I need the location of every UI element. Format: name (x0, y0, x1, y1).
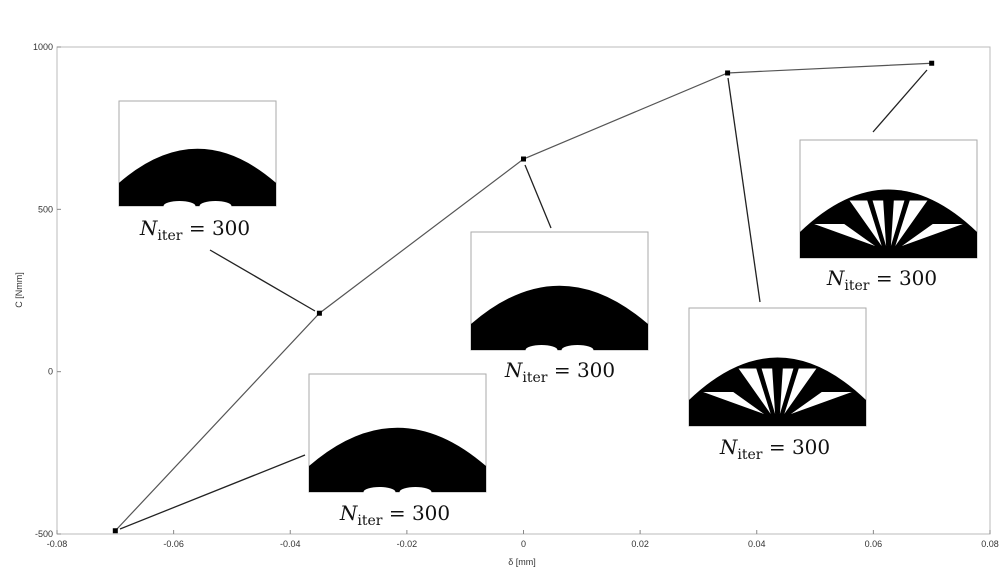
leader-line (210, 250, 315, 311)
annotation: Niter = 300 (504, 358, 615, 386)
chart: δ [mm] C [Nmm] -0.08 -0.06 -0.04 -0.02 0 0.02… (0, 0, 1003, 577)
leader-line (120, 455, 305, 529)
annotation-subscript: iter (357, 513, 382, 529)
annotation-subscript: iter (157, 228, 182, 244)
annotation-suffix: = 300 (182, 216, 250, 240)
annotation: Niter = 300 (719, 435, 830, 463)
leader-line (873, 70, 927, 132)
annotation-suffix: = 300 (762, 435, 830, 459)
inset-hole (562, 345, 594, 355)
x-tick-label: 0.06 (865, 539, 883, 549)
y-tick-label: 500 (38, 204, 53, 214)
data-point (929, 61, 934, 66)
annotation-suffix: = 300 (869, 266, 937, 290)
data-point (521, 157, 526, 162)
annotation: Niter = 300 (339, 501, 450, 529)
leader-line (728, 78, 760, 302)
inset-hole (526, 345, 558, 355)
x-tick-label: -0.06 (163, 539, 184, 549)
data-point (725, 70, 730, 75)
y-tick-label: 0 (48, 367, 53, 377)
annotation-main: N (339, 501, 359, 525)
y-tick-label: -500 (35, 529, 53, 539)
x-tick-label: -0.02 (397, 539, 418, 549)
x-tick-label: 0.08 (981, 539, 999, 549)
annotation-subscript: iter (522, 370, 547, 386)
annotation-main: N (826, 266, 846, 290)
y-axis-label: C [Nmm] (14, 272, 24, 308)
annotation: Niter = 300 (826, 266, 937, 294)
annotation-subscript: iter (844, 278, 869, 294)
x-tick-label: 0 (521, 539, 526, 549)
annotation-main: N (504, 358, 524, 382)
annotation-main: N (139, 216, 159, 240)
x-tick-label: 0.02 (631, 539, 649, 549)
annotation-suffix: = 300 (547, 358, 615, 382)
inset-hole (400, 487, 432, 497)
data-point (113, 528, 118, 533)
inset-hole (164, 201, 196, 211)
y-tick-label: 1000 (33, 42, 53, 52)
x-tick-label: -0.04 (280, 539, 301, 549)
annotation: Niter = 300 (139, 216, 250, 244)
leader-line (525, 165, 551, 228)
annotation-main: N (719, 435, 739, 459)
x-tick-label: 0.04 (748, 539, 766, 549)
x-axis-label: δ [mm] (508, 557, 536, 567)
inset-hole (200, 201, 232, 211)
x-tick-label: -0.08 (47, 539, 68, 549)
annotation-suffix: = 300 (382, 501, 450, 525)
data-point (317, 311, 322, 316)
inset-hole (364, 487, 396, 497)
annotation-subscript: iter (737, 447, 762, 463)
